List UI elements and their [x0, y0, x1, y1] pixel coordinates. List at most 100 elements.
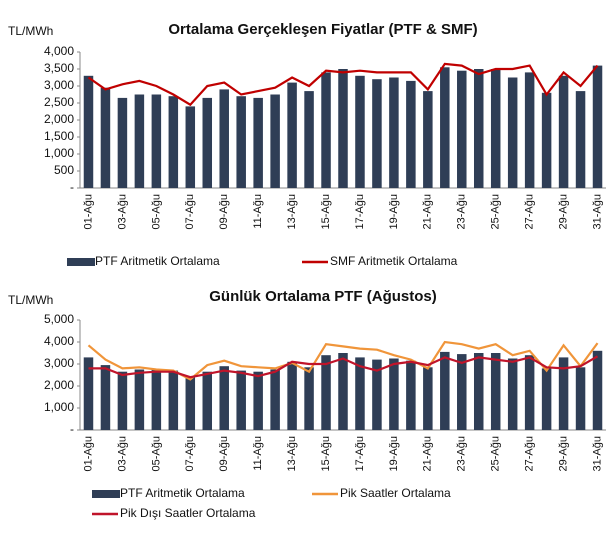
y-tick-label: -	[70, 180, 74, 194]
bar	[457, 354, 467, 430]
y-tick-label: 3,000	[44, 356, 74, 370]
bar	[575, 367, 586, 430]
y-tick-label: 1,500	[44, 129, 74, 143]
x-tick-label: 11-Ağu	[252, 194, 264, 229]
x-tick-label: 21-Ağu	[422, 436, 434, 471]
bar	[321, 72, 331, 188]
x-tick-label: 15-Ağu	[320, 436, 332, 471]
x-tick-label: 25-Ağu	[490, 436, 502, 471]
x-tick-label: 17-Ağu	[354, 436, 366, 471]
x-tick-label: 29-Ağu	[557, 194, 569, 229]
bar	[304, 91, 314, 188]
y-tick-label: 3,500	[44, 61, 74, 75]
bar	[558, 75, 569, 188]
legend-swatch	[92, 490, 120, 498]
x-tick-label: 07-Ağu	[184, 194, 196, 229]
bar	[100, 87, 111, 188]
chart-title: Ortalama Gerçekleşen Fiyatlar (PTF & SMF…	[168, 21, 477, 38]
bar	[151, 369, 162, 430]
x-tick-label: 13-Ağu	[286, 194, 298, 229]
bar	[83, 357, 94, 430]
y-tick-label: 2,500	[44, 95, 74, 109]
bar	[338, 69, 348, 188]
x-tick-label: 09-Ağu	[218, 436, 230, 471]
bar	[440, 351, 450, 430]
bar	[236, 370, 246, 430]
bar	[287, 82, 297, 188]
bar	[134, 369, 145, 430]
y-tick-label: 2,000	[44, 112, 74, 126]
bar	[406, 80, 416, 188]
bar	[117, 97, 128, 188]
bar	[117, 371, 128, 430]
bar	[185, 377, 196, 430]
bar	[541, 92, 552, 188]
line	[87, 62, 599, 107]
bar	[406, 360, 416, 430]
x-tick-label: 21-Ağu	[422, 194, 434, 229]
x-tick-label: 19-Ağu	[388, 194, 400, 229]
y-tick-label: 1,000	[44, 146, 74, 160]
y-tick-label: 1,000	[44, 400, 74, 414]
bar	[558, 357, 569, 430]
bar	[473, 69, 484, 188]
bar	[507, 358, 518, 430]
bar	[524, 355, 535, 430]
bar	[355, 357, 365, 430]
bar	[389, 358, 399, 430]
bar	[423, 367, 433, 430]
x-tick-label: 01-Ağu	[82, 436, 94, 471]
legend-label: PTF Aritmetik Ortalama	[95, 254, 220, 268]
legend-label: PTF Aritmetik Ortalama	[120, 486, 245, 500]
bar	[202, 371, 213, 430]
x-tick-label: 31-Ağu	[591, 436, 603, 471]
bar	[372, 359, 382, 430]
bar	[592, 65, 603, 188]
bar	[575, 91, 586, 188]
bar	[304, 367, 314, 430]
bar	[321, 355, 331, 430]
x-tick-label: 03-Ağu	[116, 436, 128, 471]
bar	[270, 369, 280, 430]
x-tick-label: 09-Ağu	[218, 194, 230, 229]
bar	[389, 77, 399, 188]
bar	[457, 70, 467, 188]
bar	[287, 361, 297, 430]
bar	[83, 75, 94, 188]
y-tick-label: -	[70, 422, 74, 436]
bar	[236, 96, 246, 188]
x-tick-label: 23-Ağu	[456, 194, 468, 229]
bar	[100, 365, 111, 430]
legend-label: Pik Dışı Saatler Ortalama	[120, 506, 256, 520]
x-tick-label: 29-Ağu	[557, 436, 569, 471]
bar	[490, 69, 501, 188]
x-tick-label: 31-Ağu	[591, 194, 603, 229]
bar	[168, 370, 179, 430]
bar	[219, 366, 229, 430]
y-axis-label: TL/MWh	[8, 293, 53, 307]
bar	[134, 94, 145, 188]
bar	[372, 79, 382, 188]
bar	[423, 91, 433, 188]
legend-swatch	[67, 258, 95, 266]
x-tick-label: 13-Ağu	[286, 436, 298, 471]
legend-label: Pik Saatler Ortalama	[340, 486, 451, 500]
bar	[270, 94, 280, 188]
x-tick-label: 27-Ağu	[524, 194, 536, 229]
bar	[592, 350, 603, 430]
bar	[490, 353, 501, 430]
y-tick-label: 4,000	[44, 44, 74, 58]
y-tick-label: 4,000	[44, 334, 74, 348]
chart-title: Günlük Ortalama PTF (Ağustos)	[209, 288, 437, 305]
x-tick-label: 03-Ağu	[116, 194, 128, 229]
x-tick-label: 23-Ağu	[456, 436, 468, 471]
y-tick-label: 3,000	[44, 78, 74, 92]
y-tick-label: 5,000	[44, 312, 74, 326]
x-tick-label: 25-Ağu	[490, 194, 502, 229]
bar	[253, 371, 263, 430]
bar	[219, 89, 229, 188]
x-tick-label: 05-Ağu	[150, 194, 162, 229]
y-tick-label: 500	[54, 163, 74, 177]
x-tick-label: 01-Ağu	[82, 194, 94, 229]
bar	[440, 67, 450, 188]
